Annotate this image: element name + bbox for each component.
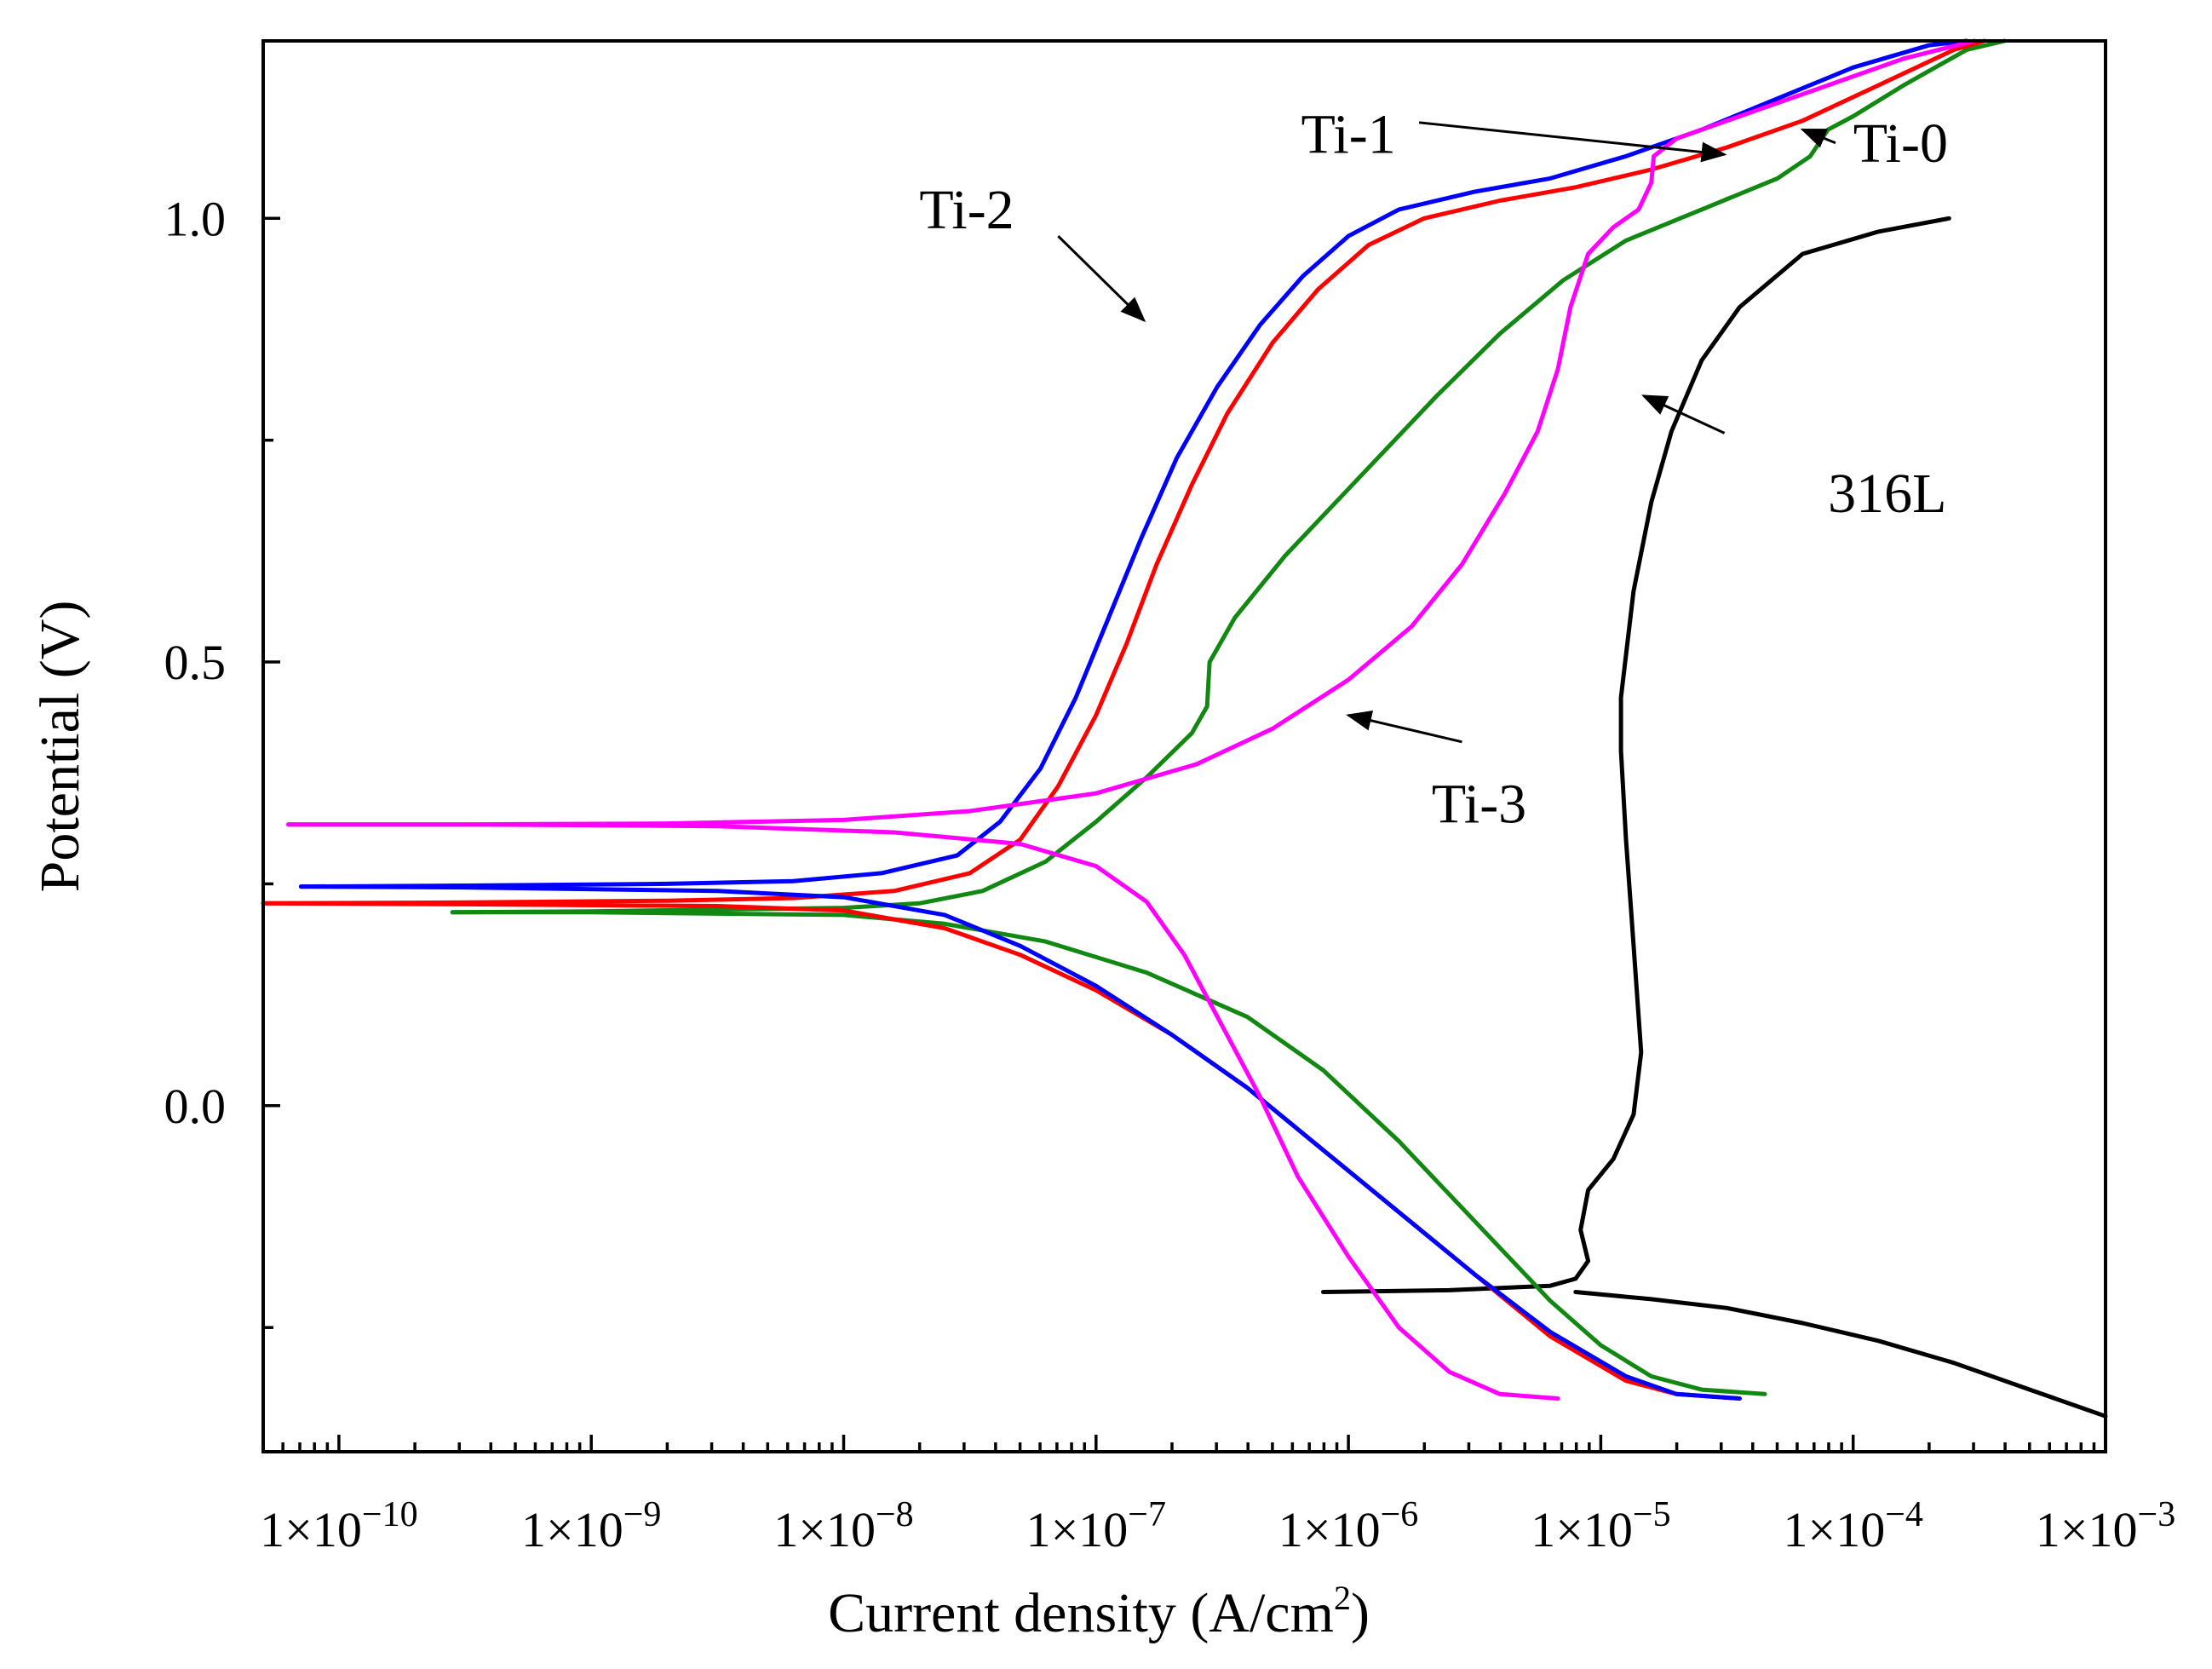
y-tick-label: 0.5 xyxy=(164,635,227,690)
ticks-layer xyxy=(263,216,2096,1452)
x-tick-label: 1×10−3 xyxy=(2036,1495,2175,1557)
annotation-arrow xyxy=(1057,235,1146,323)
tick-labels-layer: 1×10−10 1×10−9 1×10−8 1×10−7 1×10−6 1×10−5 1×1… xyxy=(164,191,2176,1557)
x-tick-mantissa: 1×10 xyxy=(521,1502,623,1557)
series-ti-1 xyxy=(261,38,1987,906)
plot-frame xyxy=(261,39,2107,1453)
x-tick-exponent: −6 xyxy=(1381,1495,1419,1534)
annotation-label: Ti-1 xyxy=(1301,103,1395,165)
curves-layer xyxy=(261,38,2108,1419)
series-ti-3 xyxy=(286,38,1977,827)
x-axis-title-main: Current density (A/cm xyxy=(828,1582,1334,1644)
series-316l xyxy=(1321,216,1951,1294)
series-ti-0 xyxy=(450,38,2007,915)
x-tick-exponent: −8 xyxy=(876,1495,914,1534)
series-ti-3-cathodic xyxy=(286,822,1560,1401)
x-tick-label: 1×10−5 xyxy=(1531,1495,1670,1557)
y-tick-label: 0.0 xyxy=(164,1079,227,1134)
x-tick-exponent: −3 xyxy=(2138,1495,2176,1534)
series-ti-2-cathodic xyxy=(298,884,1742,1401)
x-tick-mantissa: 1×10 xyxy=(1531,1502,1633,1557)
series-ti-2 xyxy=(298,38,1969,889)
x-axis-title-sup: 2 xyxy=(1334,1579,1351,1617)
annotation-arrow xyxy=(1346,711,1462,744)
x-tick-exponent: −9 xyxy=(623,1495,662,1534)
x-tick-mantissa: 1×10 xyxy=(1783,1502,1885,1557)
x-axis-title: Current density (A/cm2) xyxy=(828,1579,1370,1644)
x-tick-mantissa: 1×10 xyxy=(773,1502,876,1557)
x-tick-label: 1×10−7 xyxy=(1026,1495,1166,1557)
x-tick-exponent: −10 xyxy=(362,1495,418,1534)
series-316l-cathodic xyxy=(1573,1290,2108,1419)
annotation-label: Ti-2 xyxy=(919,179,1014,241)
series-ti-1-cathodic xyxy=(261,901,1742,1401)
annotation-arrow xyxy=(1641,394,1726,435)
x-tick-label: 1×10−8 xyxy=(773,1495,913,1557)
x-tick-label: 1×10−4 xyxy=(1783,1495,1922,1557)
annotations-layer: Ti-1 Ti-2 Ti-0 316L Ti-3 xyxy=(919,103,1948,835)
x-tick-label: 1×10−6 xyxy=(1278,1495,1418,1557)
axes-layer xyxy=(261,39,2107,1453)
annotation-label: 316L xyxy=(1828,463,1946,525)
y-tick-label: 1.0 xyxy=(164,191,227,246)
x-tick-exponent: −7 xyxy=(1128,1495,1166,1534)
x-tick-mantissa: 1×10 xyxy=(1278,1502,1381,1557)
x-tick-mantissa: 1×10 xyxy=(1026,1502,1129,1557)
annotation-label: Ti-3 xyxy=(1432,774,1526,836)
annotation-label: Ti-0 xyxy=(1853,112,1948,175)
y-axis-title: Potential (V) xyxy=(29,601,91,893)
series-ti-0-cathodic xyxy=(450,910,1767,1396)
x-tick-exponent: −5 xyxy=(1633,1495,1671,1534)
x-axis-title-end: ) xyxy=(1351,1582,1370,1644)
x-tick-mantissa: 1×10 xyxy=(2036,1502,2138,1557)
x-tick-label: 1×10−10 xyxy=(260,1495,417,1557)
annotation-arrow xyxy=(1418,121,1727,163)
x-tick-exponent: −4 xyxy=(1885,1495,1923,1534)
x-tick-mantissa: 1×10 xyxy=(260,1502,362,1557)
annotation-arrow xyxy=(1800,128,1836,148)
x-tick-label: 1×10−9 xyxy=(521,1495,661,1557)
